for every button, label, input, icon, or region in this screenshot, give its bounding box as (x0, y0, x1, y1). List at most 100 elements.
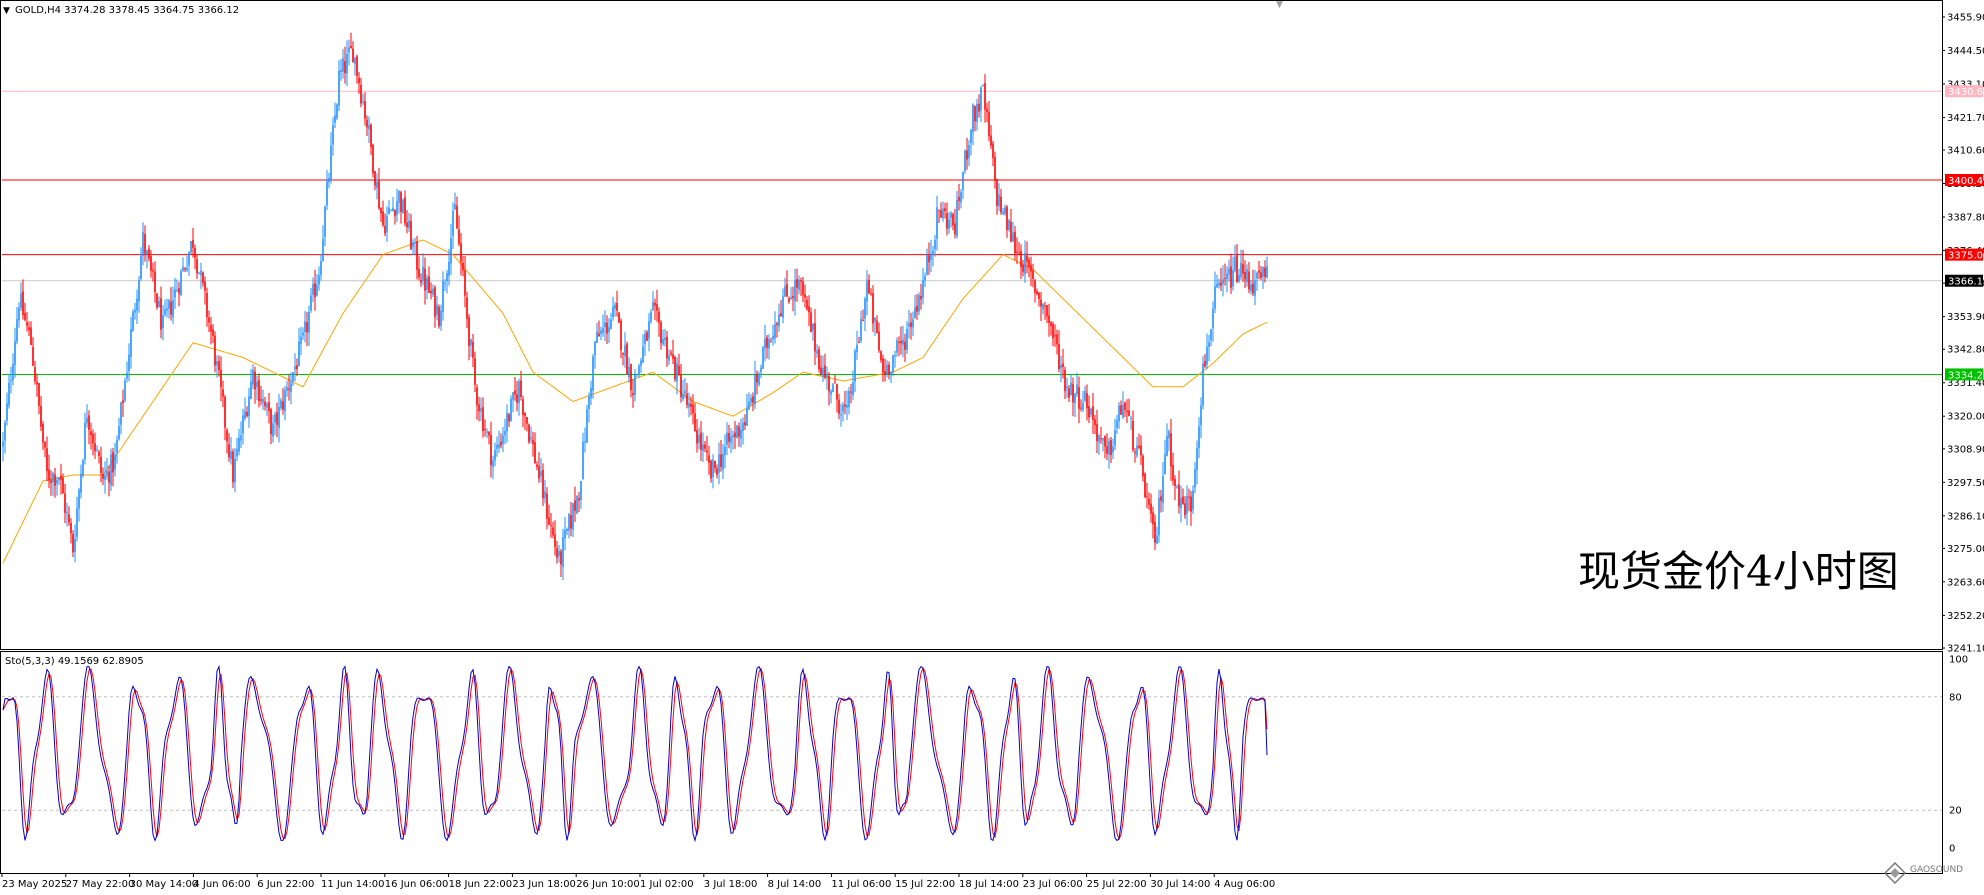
candle-body (1140, 445, 1142, 456)
candle-body (718, 454, 720, 473)
candle-body (28, 327, 30, 331)
candle-body (308, 311, 310, 333)
candle-body (1196, 448, 1198, 470)
candle-body (864, 298, 866, 319)
candle-body (976, 103, 978, 122)
candle-body (1264, 267, 1266, 278)
candle-body (304, 321, 306, 332)
candle-body (1006, 206, 1008, 230)
candle-body (768, 339, 770, 349)
candle-body (284, 390, 286, 412)
candle-body (1222, 279, 1224, 284)
candle-body (176, 290, 178, 292)
candle-body (1008, 220, 1010, 230)
candle-body (616, 303, 618, 311)
oscillator-axis-label: 20 (1949, 806, 1962, 817)
time-axis-label: 3 Jul 18:00 (704, 879, 758, 890)
candle-body (946, 213, 948, 229)
candle-body (536, 464, 538, 467)
candle-body (492, 460, 494, 467)
candle-body (36, 381, 38, 385)
candle-body (662, 339, 664, 345)
scroll-marker-icon[interactable]: ▼ (1276, 0, 1283, 10)
candle-body (226, 430, 228, 442)
candle-body (738, 426, 740, 437)
candle-body (1056, 334, 1058, 345)
candle-body (760, 367, 762, 372)
candle-body (338, 70, 340, 106)
candle-body (276, 412, 278, 425)
candle-body (854, 350, 856, 382)
candle-body (1152, 512, 1154, 525)
candle-body (712, 459, 714, 478)
candle-body (16, 319, 18, 342)
time-axis-label: 1 Jul 02:00 (640, 879, 694, 890)
candle-body (906, 329, 908, 350)
candle-body (342, 58, 344, 72)
candle-body (64, 493, 66, 513)
candle-body (908, 323, 910, 327)
symbol-collapse-arrow[interactable]: ▼ (3, 6, 10, 16)
candle-body (58, 477, 60, 481)
candle-body (610, 319, 612, 329)
candle-body (244, 411, 246, 419)
watermark-logo: GAOSOUND (1883, 861, 1963, 885)
candle-body (1114, 430, 1116, 446)
candle-body (400, 192, 402, 212)
candle-body (1204, 360, 1206, 367)
candle-body (1184, 503, 1186, 516)
candle-body (848, 390, 850, 408)
candle-body (1018, 252, 1020, 254)
candle-body (120, 402, 122, 425)
time-axis-label: 18 Jul 14:00 (959, 879, 1019, 890)
candle-body (38, 383, 40, 406)
candle-body (1034, 280, 1036, 293)
candle-body (474, 358, 476, 385)
candle-body (668, 355, 670, 361)
candle-body (174, 289, 176, 298)
candle-body (648, 321, 650, 339)
candle-body (1170, 433, 1172, 467)
candle-body (130, 329, 132, 357)
time-axis-label: 15 Jul 22:00 (895, 879, 955, 890)
candle-body (126, 373, 128, 379)
candle-body (970, 129, 972, 143)
candle-body (772, 335, 774, 340)
candle-body (1168, 431, 1170, 439)
candle-body (1256, 272, 1258, 279)
candle-body (560, 551, 562, 565)
candle-body (720, 454, 722, 467)
candle-body (366, 119, 368, 128)
candle-body (748, 401, 750, 410)
candle-body (834, 382, 836, 384)
candle-body (444, 283, 446, 285)
candle-body (1240, 263, 1242, 278)
candle-body (614, 304, 616, 309)
candle-body (1146, 495, 1148, 497)
candle-body (6, 403, 8, 421)
candle-body (988, 112, 990, 137)
candle-body (110, 454, 112, 486)
candle-body (406, 222, 408, 228)
candle-body (958, 196, 960, 201)
time-axis-label: 6 Jun 22:00 (257, 879, 314, 890)
candle-body (926, 255, 928, 275)
candle-body (700, 432, 702, 450)
candle-body (714, 460, 716, 469)
candle-body (428, 276, 430, 293)
candle-body (1098, 435, 1100, 443)
candle-body (862, 320, 864, 322)
candle-body (1110, 440, 1112, 456)
candle-body (894, 355, 896, 357)
candle-body (1120, 405, 1122, 415)
candle-body (1234, 256, 1236, 271)
candle-body (170, 301, 172, 315)
candle-body (564, 530, 566, 539)
candle-body (200, 270, 202, 276)
candle-body (762, 347, 764, 369)
candle-body (736, 425, 738, 439)
candle-body (696, 430, 698, 444)
candle-body (204, 281, 206, 291)
candle-body (726, 432, 728, 445)
candle-body (516, 394, 518, 403)
